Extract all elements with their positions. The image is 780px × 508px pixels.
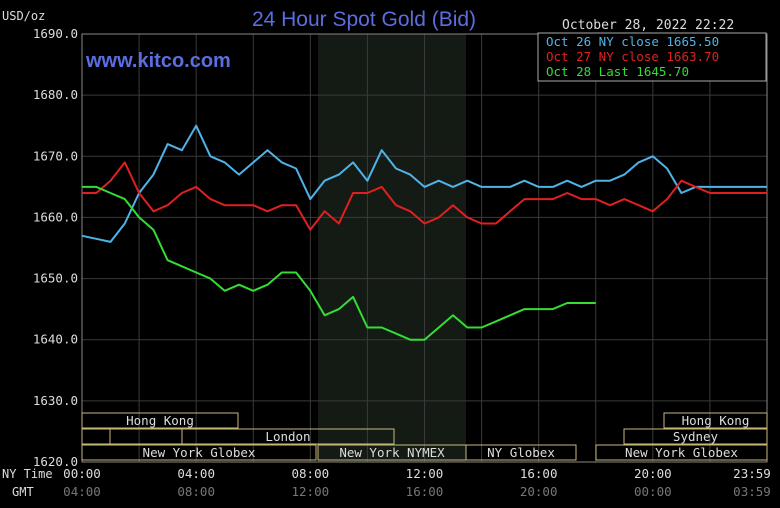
x-tick-label-gmt: 12:00: [292, 484, 330, 499]
y-tick-label: 1680.0: [33, 87, 78, 102]
session-hong-kong-box: [81, 412, 239, 429]
series-line-oct-26: [81, 124, 767, 243]
legend: Oct 26 NY close 1665.50 Oct 27 NY close …: [537, 32, 767, 82]
y-tick-label: 1620.0: [33, 454, 78, 469]
session-sydney-box: [623, 428, 768, 445]
legend-item-oct28: Oct 28 Last 1645.70: [546, 64, 689, 79]
x-tick-label-gmt: 20:00: [520, 484, 558, 499]
legend-item-oct26: Oct 26 NY close 1665.50: [546, 34, 719, 49]
chart-title: 24 Hour Spot Gold (Bid): [252, 8, 476, 31]
y-tick-label: 1670.0: [33, 148, 78, 163]
x-tick-label-gmt: 08:00: [177, 484, 215, 499]
session-hong-kong-2-label: Hong Kong: [682, 413, 750, 428]
price-lines: [81, 124, 767, 341]
nymex-shaded-band: [318, 34, 466, 462]
y-axis-unit-label: USD/oz: [2, 9, 45, 23]
series-line-oct-28: [82, 185, 596, 341]
x-tick-label-ny: 12:00: [406, 466, 444, 481]
watermark: www.kitco.com: [85, 50, 231, 72]
x-tick-label-ny: 16:00: [520, 466, 558, 481]
session-new-york-globex-label: New York Globex: [143, 445, 256, 460]
x-tick-label-ny: 20:00: [634, 466, 672, 481]
y-tick-label: 1650.0: [33, 271, 78, 286]
x-tick-label-gmt: 00:00: [634, 484, 672, 499]
plot-border: [81, 33, 768, 463]
x-axis-ny-label: NY Time: [2, 467, 53, 481]
timestamp: October 28, 2022 22:22: [562, 18, 734, 33]
session-new-york-globex-2-label: New York Globex: [625, 445, 738, 460]
session-sydney-label: Sydney: [673, 429, 719, 444]
session-ny-globex-label: NY Globex: [487, 445, 555, 460]
legend-item-oct27: Oct 27 NY close 1663.70: [546, 49, 719, 64]
y-tick-label: 1690.0: [33, 26, 78, 41]
session-ny-globex-box: [465, 444, 577, 461]
x-tick-label-gmt: 16:00: [406, 484, 444, 499]
session-london-label: London: [265, 429, 310, 444]
x-axis-ticks: 00:00 04:00 04:00 08:00 08:00 12:00 12:00 16:00…: [63, 466, 771, 499]
x-tick-label-ny: 23:59: [733, 466, 771, 481]
y-axis-ticks: 1690.0 1680.0 1670.0 1660.0 1650.0 1640.0 1630…: [33, 26, 78, 469]
series-line-oct-27: [82, 161, 767, 231]
session-new-york-nymex-label: New York NYMEX: [339, 445, 445, 460]
x-tick-label-ny: 00:00: [63, 466, 101, 481]
x-tick-label-ny: 04:00: [177, 466, 215, 481]
x-tick-label-ny: 08:00: [292, 466, 330, 481]
session-new-york-globex-box: [81, 444, 317, 461]
chart-grid: [82, 34, 767, 462]
x-axis-gmt-label: GMT: [12, 485, 34, 499]
y-tick-label: 1630.0: [33, 393, 78, 408]
y-tick-label: 1640.0: [33, 332, 78, 347]
session-new-york-globex-2-box: [595, 444, 768, 461]
session-london-box: [181, 428, 395, 445]
session-hong-kong-label: Hong Kong: [126, 413, 194, 428]
x-tick-label-gmt: 04:00: [63, 484, 101, 499]
x-tick-label-gmt: 03:59: [733, 484, 771, 499]
y-tick-label: 1660.0: [33, 209, 78, 224]
session-hong-kong-2-box: [663, 412, 768, 429]
